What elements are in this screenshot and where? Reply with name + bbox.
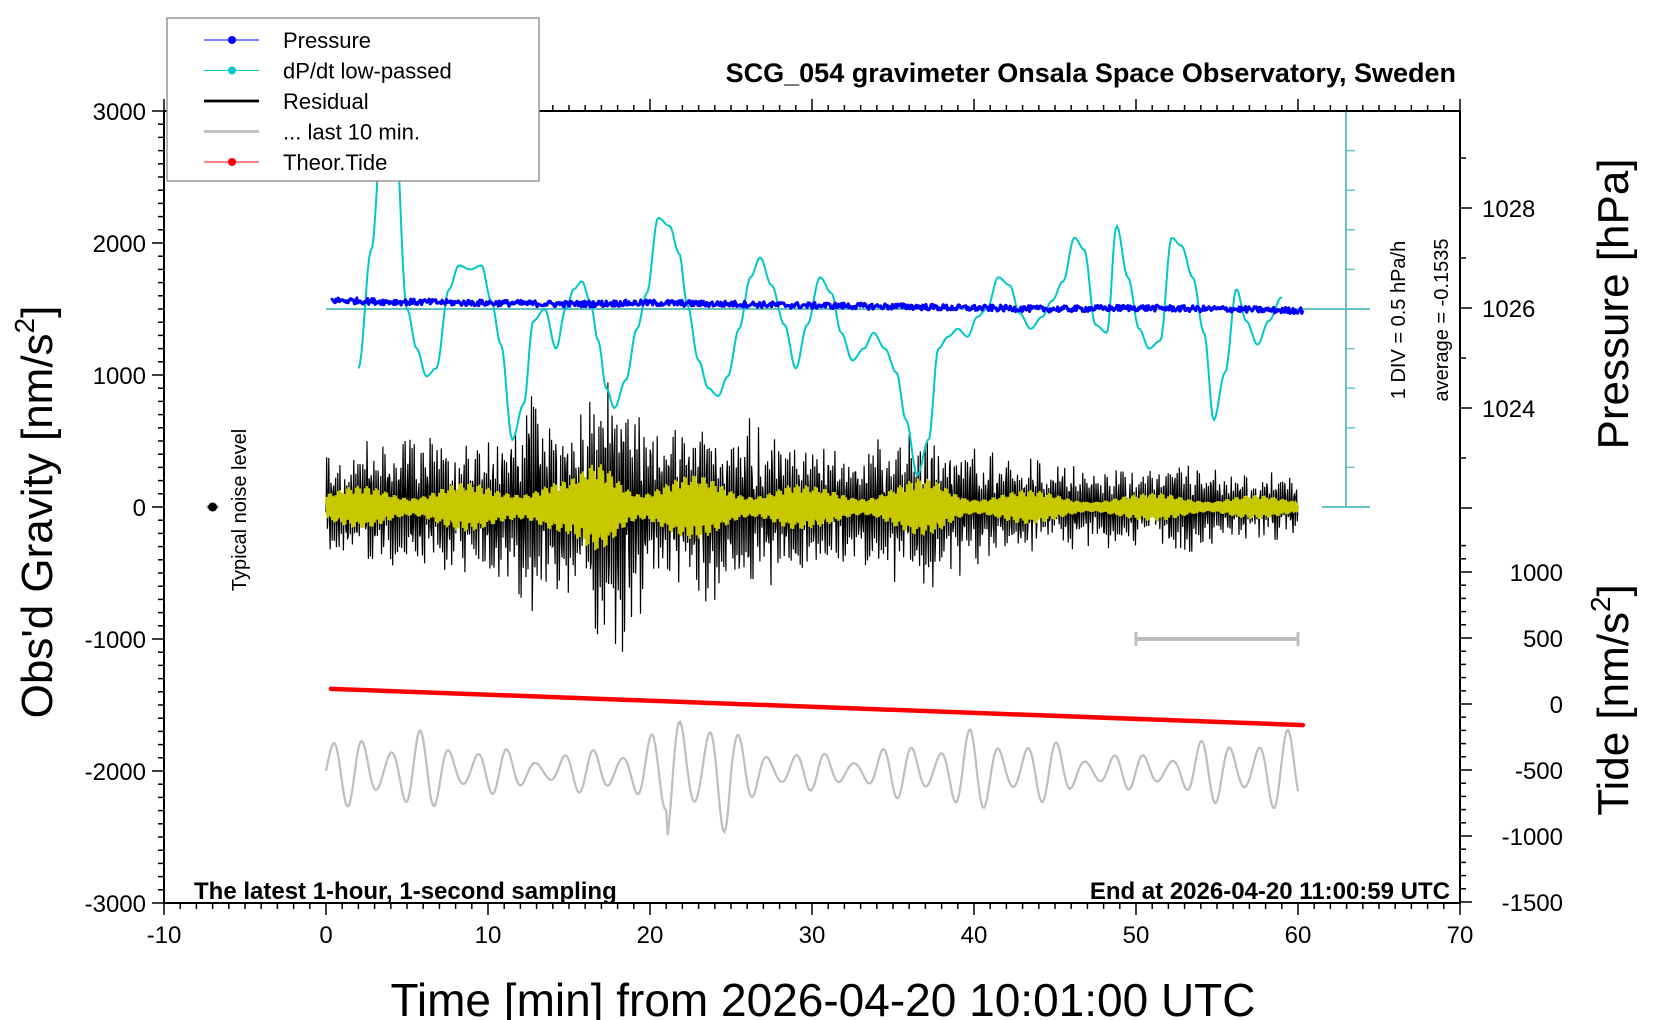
y-gravity-tick-label: -1000 — [85, 627, 146, 654]
y-pressure-tick-label: 1028 — [1482, 196, 1535, 223]
y-tide-tick-label: -500 — [1515, 758, 1563, 785]
legend-marker — [228, 36, 236, 44]
legend-item: ... last 10 min. — [204, 120, 420, 145]
x-tick-label: 20 — [637, 922, 664, 949]
dpdt-average-label: average = -0.1535 — [1431, 239, 1453, 402]
x-axis-label: Time [min] from 2026-04-20 10:01:00 UTC — [391, 974, 1256, 1020]
y-tide-tick-label: 0 — [1550, 692, 1563, 719]
legend-label: dP/dt low-passed — [283, 59, 452, 84]
dpdt-scale-label: 1 DIV = 0.5 hPa/h — [1388, 241, 1410, 399]
y-tide-tick-label: -1000 — [1502, 824, 1563, 851]
legend-label: ... last 10 min. — [283, 120, 420, 145]
y-tide-tick-label: 500 — [1523, 626, 1563, 653]
typical-noise-dot — [208, 502, 218, 512]
x-tick-label: 60 — [1285, 922, 1312, 949]
y-axis-label-gravity-sup: 2 — [9, 318, 40, 334]
legend-item: dP/dt low-passed — [204, 59, 452, 84]
x-tick-label: -10 — [147, 922, 182, 949]
legend-label: Residual — [283, 89, 369, 114]
plot-data-layer — [206, 110, 1370, 836]
typical-noise-label: Typical noise level — [229, 429, 251, 591]
axes-layer: -10 0 10 20 30 40 50 60 70 3000 2000 1000 0 -1000 -200… — [85, 99, 1563, 949]
y-gravity-tick-label: 3000 — [93, 99, 146, 126]
y-gravity-tick-label: 2000 — [93, 231, 146, 258]
y-gravity-tick-label: -2000 — [85, 759, 146, 786]
caption-left: The latest 1-hour, 1-second sampling — [194, 878, 617, 905]
caption-right: End at 2026-04-20 11:00:59 UTC — [1090, 878, 1450, 905]
last-10-min-line — [324, 720, 1300, 836]
y-axis-label-tide: Tide [nm/s2] — [1585, 584, 1638, 816]
dpdt-line — [357, 149, 1283, 477]
legend-marker — [228, 66, 236, 75]
y-axis-label-tide-sup: 2 — [1585, 596, 1616, 612]
legend-item: Pressure — [204, 28, 371, 53]
y-axis-label-pressure: Pressure [hPa] — [1589, 158, 1638, 449]
y-axis-label-gravity: Obs'd Gravity [nm/s2] — [9, 306, 62, 719]
legend-marker — [228, 158, 236, 166]
x-tick-label: 70 — [1447, 922, 1474, 949]
theor-tide-line — [328, 686, 1306, 728]
legend-item: Residual — [204, 89, 369, 114]
x-tick-label: 40 — [961, 922, 988, 949]
y-gravity-tick-label: 0 — [133, 495, 146, 522]
y-tide-tick-label: -1500 — [1502, 890, 1563, 917]
legend-label: Pressure — [283, 28, 371, 53]
pressure-line — [330, 296, 1305, 315]
x-tick-label: 30 — [799, 922, 826, 949]
y-gravity-tick-label: -3000 — [85, 891, 146, 918]
chart-title: SCG_054 gravimeter Onsala Space Observat… — [726, 58, 1456, 88]
x-tick-label: 0 — [319, 922, 332, 949]
y-tide-tick-label: 1000 — [1510, 560, 1563, 587]
x-tick-label: 50 — [1123, 922, 1150, 949]
legend-label: Theor.Tide — [283, 150, 387, 175]
legend-item: Theor.Tide — [204, 150, 387, 175]
legend-box — [166, 17, 540, 182]
y-gravity-tick-label: 1000 — [93, 363, 146, 390]
x-tick-label: 10 — [475, 922, 502, 949]
y-pressure-tick-label: 1024 — [1482, 396, 1535, 423]
y-pressure-tick-label: 1026 — [1482, 296, 1535, 323]
legend: Pressure dP/dt low-passed Residual ... last… — [166, 17, 540, 182]
residual-filtered-line — [324, 464, 1300, 551]
